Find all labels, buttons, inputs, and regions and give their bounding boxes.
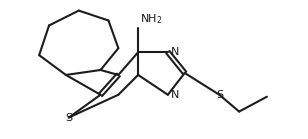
Text: NH$_2$: NH$_2$ [140, 13, 163, 26]
Text: S: S [65, 112, 72, 122]
Text: S: S [216, 90, 223, 100]
Text: N: N [171, 90, 179, 100]
Text: N: N [171, 47, 179, 57]
